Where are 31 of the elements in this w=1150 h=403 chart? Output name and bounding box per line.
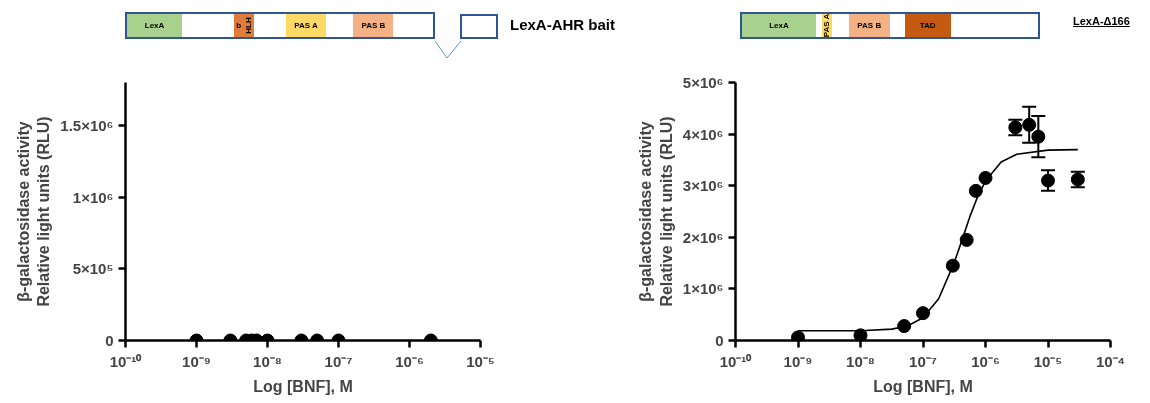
x-tick-label: 10⁻⁸ bbox=[846, 352, 875, 370]
x-axis-title: Log [BNF], M bbox=[873, 377, 973, 395]
y-tick-label: 4×10⁶ bbox=[682, 125, 724, 143]
x-tick-label: 10⁻⁶ bbox=[971, 352, 1000, 370]
text: LexA-AHR bait bbox=[510, 15, 616, 35]
y-tick-label: 0 bbox=[715, 332, 724, 349]
text: LexA-Δ166 bbox=[1073, 14, 1130, 29]
y-axis-title: β-galactosidase activity Relative light units (RLU) bbox=[637, 116, 675, 307]
y-tick-label: 0 bbox=[105, 332, 114, 349]
x-tick-label: 10⁻⁵ bbox=[1033, 352, 1063, 370]
y-tick-label: 3×10⁶ bbox=[682, 177, 724, 195]
x-tick-label: 10⁻¹⁰ bbox=[109, 352, 143, 370]
x-tick-label: 10⁻⁷ bbox=[909, 352, 937, 370]
y-tick-label: 5×10⁵ bbox=[72, 260, 114, 278]
y-tick-label: 1.5×10⁶ bbox=[60, 117, 114, 134]
y-axis-title: β-galactosidase activity Relative light units (RLU) bbox=[14, 116, 53, 307]
x-tick-label: 10⁻⁶ bbox=[395, 352, 424, 370]
x-tick-label: 10⁻¹⁰ bbox=[719, 352, 753, 370]
x-tick-label: 10⁻⁴ bbox=[1095, 352, 1126, 370]
x-tick-label: 10⁻⁹ bbox=[182, 352, 211, 370]
y-tick-label: 5×10⁶ bbox=[682, 74, 724, 91]
y-tick-label: 1×10⁶ bbox=[682, 280, 724, 298]
x-tick-label: 10⁻⁷ bbox=[324, 352, 353, 370]
x-axis-title: Log [BNF], M bbox=[253, 377, 353, 395]
picture-protein-domain-diagram: LexA PAS A PAS B TAD bbox=[740, 12, 1040, 39]
y-tick-label: 2×10⁶ bbox=[682, 228, 724, 246]
y-tick-label: 1×10⁶ bbox=[72, 188, 114, 206]
x-tick-label: 10⁻⁵ bbox=[466, 352, 495, 370]
x-tick-label: 10⁻⁸ bbox=[253, 352, 282, 370]
x-tick-label: 10⁻⁹ bbox=[783, 352, 813, 370]
picture-protein-domain-diagram: LexA b HLH PAS A PAS B bbox=[125, 12, 435, 39]
